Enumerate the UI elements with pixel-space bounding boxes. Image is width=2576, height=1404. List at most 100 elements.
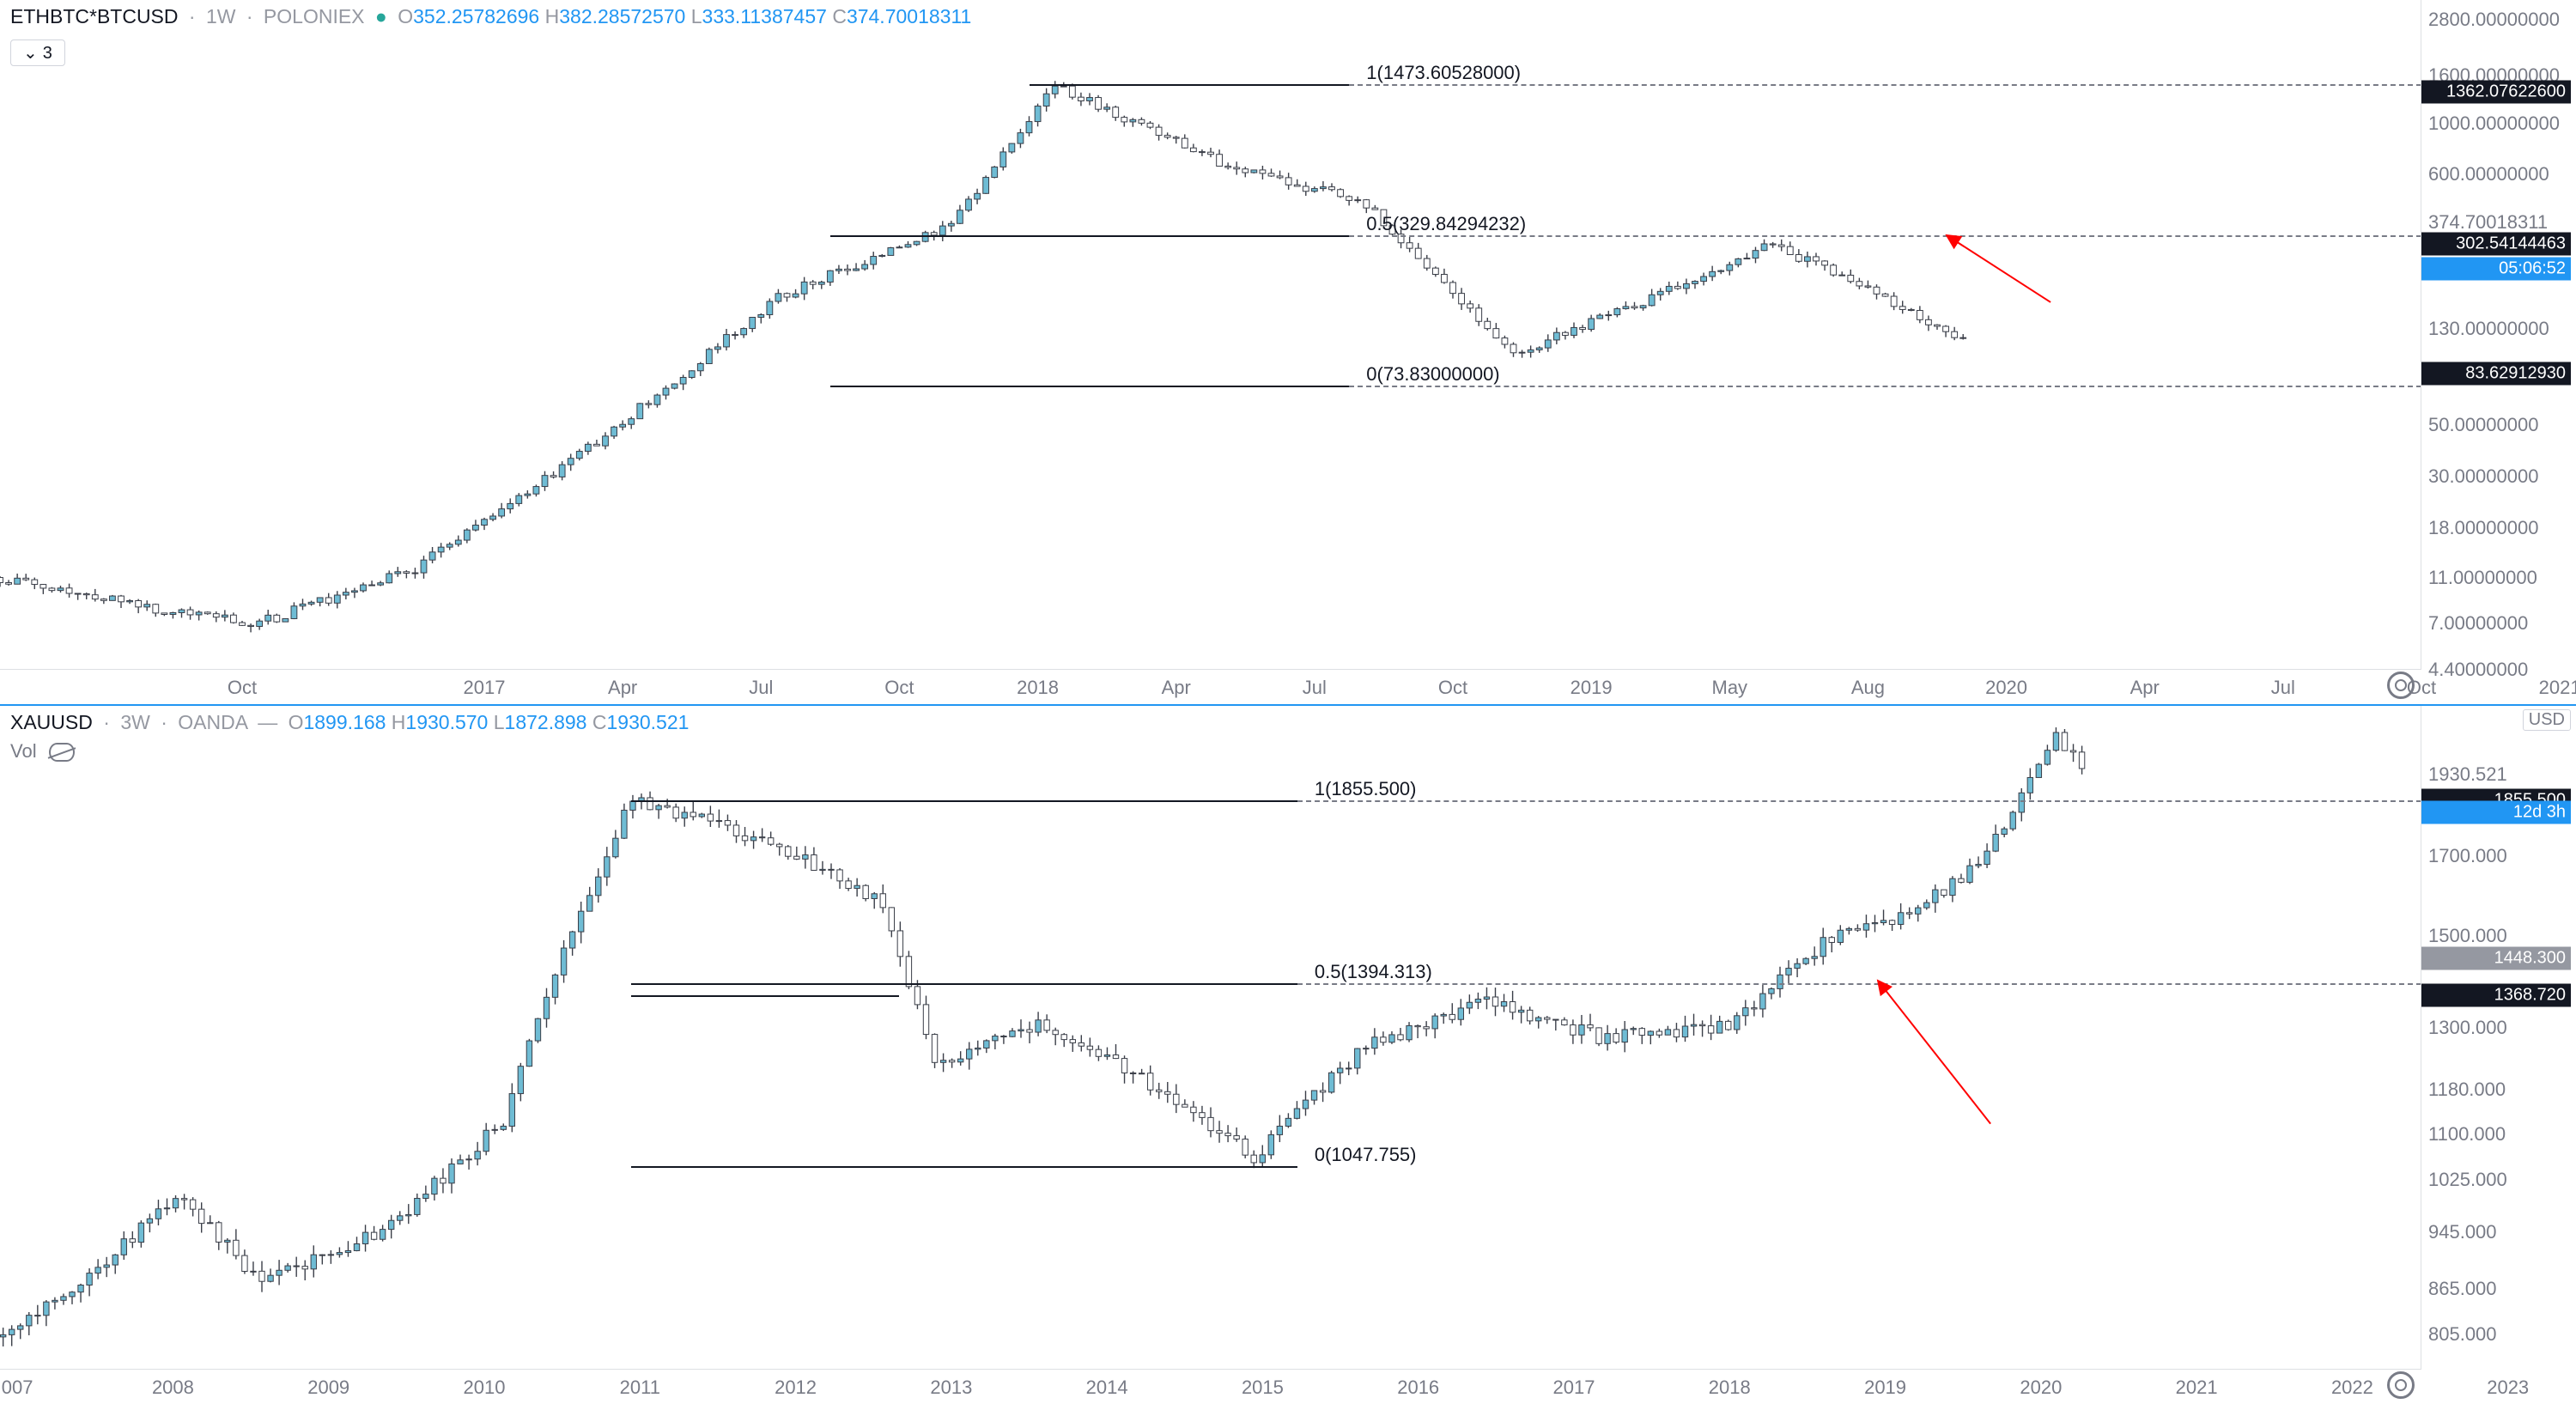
o-label: O bbox=[398, 5, 413, 27]
symbol[interactable]: XAUUSD bbox=[10, 711, 93, 733]
x-tick: 2015 bbox=[1242, 1377, 1284, 1399]
fib-label: 1(1473.60528000) bbox=[1366, 62, 1521, 84]
y-tick: 7.00000000 bbox=[2428, 612, 2528, 635]
x-tick: Jul bbox=[2271, 677, 2295, 699]
x-tick: 2020 bbox=[2020, 1377, 2062, 1399]
price-label: 83.62912930 bbox=[2421, 362, 2571, 385]
y-tick: 18.00000000 bbox=[2428, 517, 2538, 539]
countdown-label: 12d 3h bbox=[2421, 801, 2571, 824]
x-tick: 2010 bbox=[464, 1377, 506, 1399]
exchange: POLONIEX bbox=[264, 5, 365, 27]
fib-dash bbox=[1297, 983, 2421, 985]
bottom-time-axis[interactable]: 007 2008 2009 2010 2011 2012 2013 2014 2015 2016 2… bbox=[0, 1369, 2421, 1404]
fib-line[interactable] bbox=[631, 983, 1297, 985]
o-label: O bbox=[289, 711, 304, 733]
l-label: L bbox=[494, 711, 505, 733]
volume-indicator-label[interactable]: Vol bbox=[10, 740, 75, 763]
x-tick: Apr bbox=[608, 677, 637, 699]
c-label: C bbox=[832, 5, 847, 27]
x-tick: 2018 bbox=[1017, 677, 1059, 699]
y-tick: 11.00000000 bbox=[2428, 567, 2537, 589]
top-price-axis[interactable]: 2800.000000001600.000000001000.000000006… bbox=[2421, 0, 2576, 670]
y-tick: 805.000 bbox=[2428, 1323, 2497, 1346]
top-plot-area[interactable]: 1(1473.60528000)0.5(329.84294232)0(73.83… bbox=[0, 0, 2421, 670]
y-tick: 1000.00000000 bbox=[2428, 112, 2560, 135]
x-tick: Oct bbox=[1438, 677, 1467, 699]
x-tick: 2022 bbox=[2331, 1377, 2373, 1399]
x-tick: 2016 bbox=[1397, 1377, 1439, 1399]
x-tick: 2018 bbox=[1709, 1377, 1751, 1399]
y-tick: 865.000 bbox=[2428, 1278, 2497, 1300]
fib-dash bbox=[1349, 386, 2421, 387]
y-tick: 1300.000 bbox=[2428, 1017, 2507, 1039]
y-tick: 1180.000 bbox=[2428, 1079, 2506, 1101]
gear-icon[interactable] bbox=[2387, 1371, 2415, 1399]
y-tick: 2800.00000000 bbox=[2428, 9, 2560, 31]
x-tick: Oct bbox=[884, 677, 914, 699]
eye-hidden-icon[interactable] bbox=[49, 743, 75, 762]
h-label: H bbox=[392, 711, 406, 733]
timeframe[interactable]: 1W bbox=[206, 5, 236, 27]
y-tick: 1100.000 bbox=[2428, 1123, 2506, 1146]
y-tick: 30.00000000 bbox=[2428, 465, 2538, 488]
bottom-price-axis[interactable]: USD 1930.521 1700.000 1500.000 1300.000 1180… bbox=[2421, 706, 2576, 1370]
indicator-count: 3 bbox=[43, 44, 52, 63]
fib-label: 0(1047.755) bbox=[1315, 1144, 1417, 1166]
x-tick: 2014 bbox=[1086, 1377, 1128, 1399]
top-time-axis[interactable]: Oct2017AprJulOct2018AprJulOct2019MayAug2… bbox=[0, 669, 2421, 704]
o-value: 1899.168 bbox=[303, 711, 386, 733]
x-tick: 2019 bbox=[1864, 1377, 1906, 1399]
fib-line[interactable] bbox=[631, 800, 1297, 802]
fib-label: 0.5(1394.313) bbox=[1315, 961, 1432, 983]
c-value: 374.70018311 bbox=[847, 5, 971, 27]
price-label: 1368.720 bbox=[2421, 983, 2571, 1006]
y-tick: 945.000 bbox=[2428, 1221, 2497, 1243]
y-tick: 1500.000 bbox=[2428, 925, 2507, 947]
x-tick: 2011 bbox=[620, 1377, 660, 1399]
x-tick: 2023 bbox=[2487, 1377, 2529, 1399]
l-value: 1872.898 bbox=[505, 711, 587, 733]
fib-dash bbox=[1297, 800, 2421, 802]
c-value: 1930.521 bbox=[607, 711, 690, 733]
bottom-chart-pane: XAUUSD · 3W · OANDA — O1899.168 H1930.57… bbox=[0, 704, 2576, 1404]
x-tick: 2017 bbox=[1553, 1377, 1595, 1399]
fib-line[interactable] bbox=[631, 1166, 1297, 1168]
y-tick: 1025.000 bbox=[2428, 1169, 2507, 1191]
currency-badge[interactable]: USD bbox=[2523, 709, 2571, 731]
l-label: L bbox=[691, 5, 702, 27]
x-tick: 2021 bbox=[2539, 677, 2576, 699]
x-tick: 2020 bbox=[1985, 677, 2027, 699]
fib-line[interactable] bbox=[830, 386, 1349, 387]
h-value: 1930.570 bbox=[405, 711, 488, 733]
timeframe[interactable]: 3W bbox=[120, 711, 150, 733]
bottom-plot-area[interactable]: 1(1855.500) 0.5(1394.313) 0(1047.755) bbox=[0, 706, 2421, 1370]
y-tick: 1930.521 bbox=[2428, 763, 2507, 786]
symbol[interactable]: ETHBTC*BTCUSD bbox=[10, 5, 179, 27]
x-tick: 2012 bbox=[775, 1377, 817, 1399]
y-tick: 374.70018311 bbox=[2428, 211, 2548, 234]
exchange: OANDA bbox=[178, 711, 247, 733]
l-value: 333.11387457 bbox=[702, 5, 827, 27]
x-tick: 2019 bbox=[1571, 677, 1613, 699]
fib-dash bbox=[1349, 84, 2421, 86]
fib-label: 1(1855.500) bbox=[1315, 778, 1417, 800]
x-tick: 007 bbox=[2, 1377, 33, 1399]
countdown-label: 05:06:52 bbox=[2421, 257, 2571, 280]
indicator-count-dropdown[interactable]: ⌄3 bbox=[10, 40, 65, 66]
x-tick: Apr bbox=[2130, 677, 2160, 699]
x-tick: 2009 bbox=[307, 1377, 349, 1399]
fib-line[interactable] bbox=[1030, 84, 1350, 86]
trend-line[interactable] bbox=[631, 995, 899, 997]
fib-line[interactable] bbox=[830, 235, 1349, 237]
x-tick: Apr bbox=[1162, 677, 1191, 699]
c-label: C bbox=[592, 711, 607, 733]
fib-dash bbox=[1349, 235, 2421, 237]
x-tick: 2008 bbox=[152, 1377, 194, 1399]
top-header: ETHBTC*BTCUSD · 1W · POLONIEX ● O352.257… bbox=[10, 5, 971, 28]
market-status-icon: ● bbox=[375, 5, 387, 27]
x-tick: 2013 bbox=[930, 1377, 972, 1399]
x-tick: May bbox=[1712, 677, 1748, 699]
y-tick: 1700.000 bbox=[2428, 845, 2507, 867]
x-tick: Oct bbox=[228, 677, 257, 699]
bottom-header: XAUUSD · 3W · OANDA — O1899.168 H1930.57… bbox=[10, 711, 689, 734]
